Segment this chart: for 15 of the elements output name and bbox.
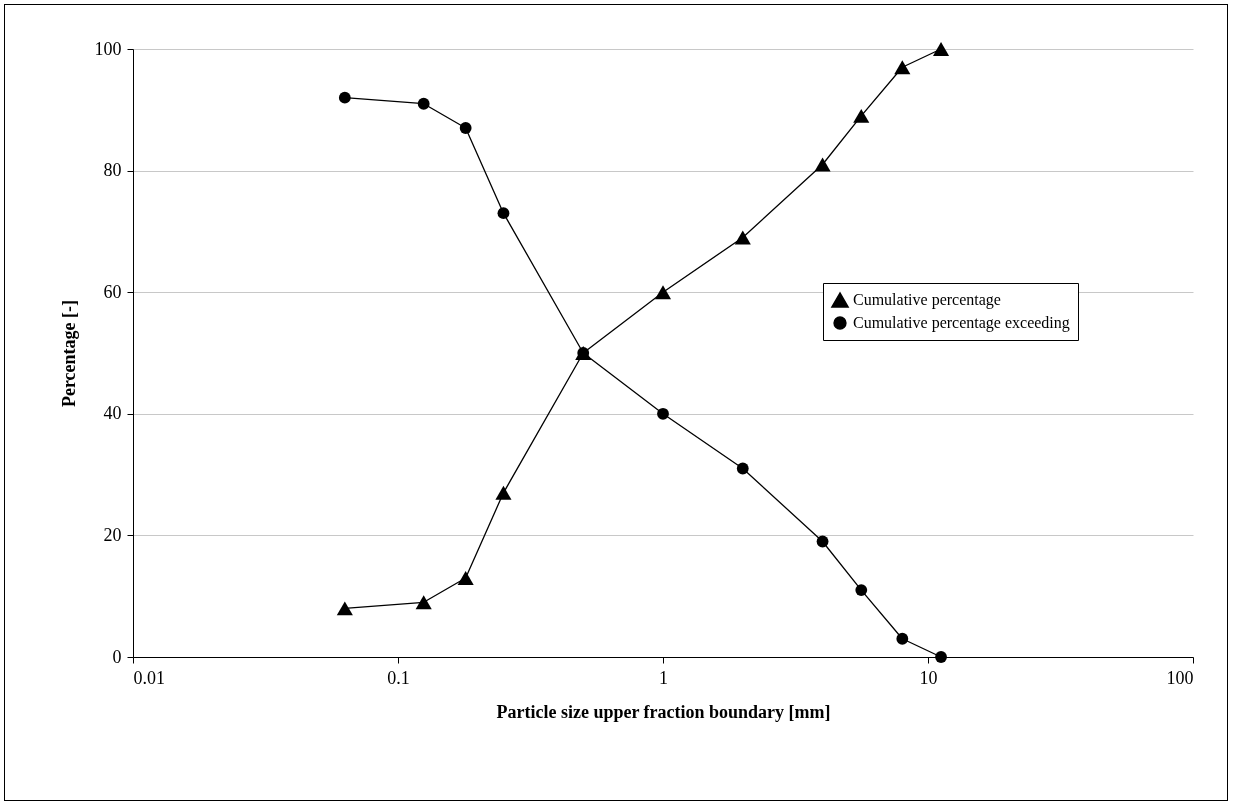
x-tick-label: 1 [659, 667, 668, 688]
y-tick-label: 60 [103, 281, 122, 302]
y-tick-label: 20 [103, 524, 122, 545]
x-axis-title: Particle size upper fraction boundary [mm] [496, 701, 831, 722]
x-tick-label: 100 [1166, 667, 1194, 688]
y-axis-title: Percentage [-] [58, 299, 79, 408]
x-tick-label: 0.01 [133, 667, 165, 688]
y-tick-label: 40 [103, 403, 122, 424]
y-tick-label: 0 [112, 646, 122, 667]
x-tick-label: 10 [919, 667, 938, 688]
x-tick-label: 0.1 [387, 667, 410, 688]
legend-label: Cumulative percentage exceeding [853, 314, 1070, 332]
legend-label: Cumulative percentage [853, 291, 1001, 309]
y-tick-label: 100 [94, 38, 122, 59]
y-tick-label: 80 [103, 160, 122, 181]
